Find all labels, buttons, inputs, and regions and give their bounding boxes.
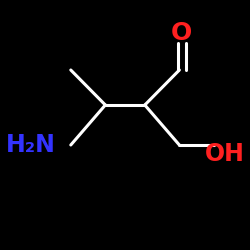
Text: OH: OH (205, 142, 245, 166)
Text: O: O (171, 20, 192, 44)
Text: H₂N: H₂N (6, 133, 56, 157)
